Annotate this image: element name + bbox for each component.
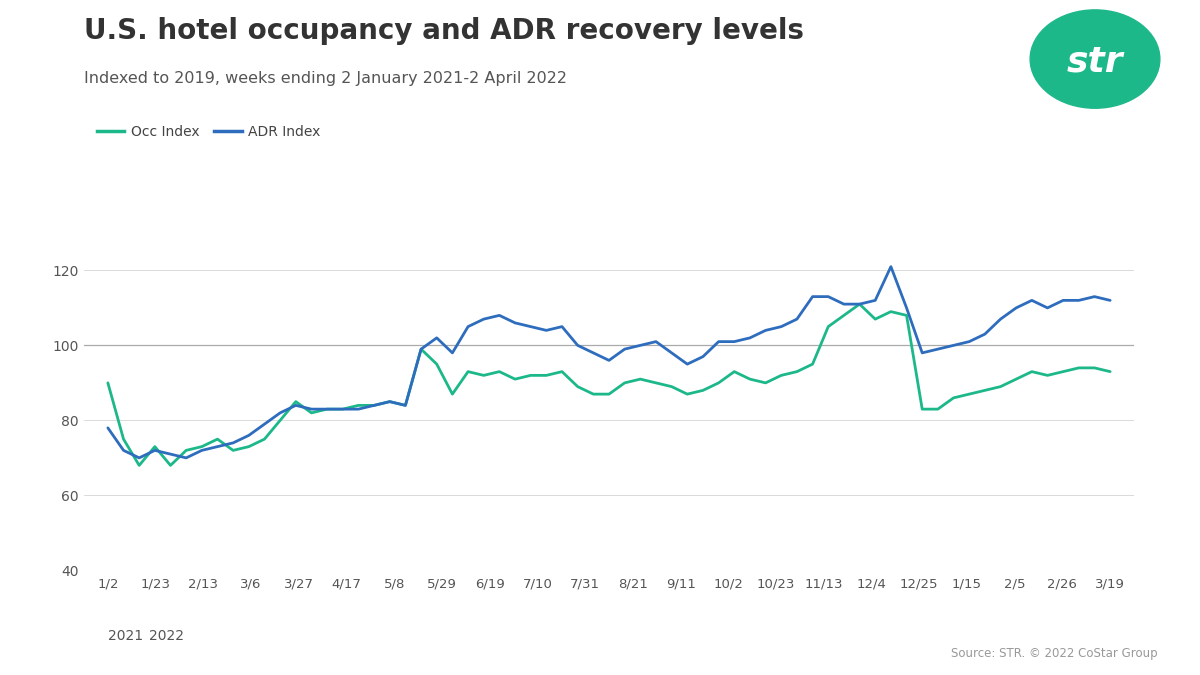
Text: Source: STR. © 2022 CoStar Group: Source: STR. © 2022 CoStar Group — [952, 647, 1158, 660]
Bar — [1134, 233, 1200, 570]
Text: 2021: 2021 — [108, 629, 143, 643]
Text: str: str — [1067, 44, 1123, 78]
Legend: Occ Index, ADR Index: Occ Index, ADR Index — [91, 119, 326, 144]
Text: U.S. hotel occupancy and ADR recovery levels: U.S. hotel occupancy and ADR recovery le… — [84, 17, 804, 45]
Circle shape — [1030, 10, 1160, 108]
Text: 2022: 2022 — [149, 629, 184, 643]
Text: Indexed to 2019, weeks ending 2 January 2021-2 April 2022: Indexed to 2019, weeks ending 2 January … — [84, 71, 568, 86]
